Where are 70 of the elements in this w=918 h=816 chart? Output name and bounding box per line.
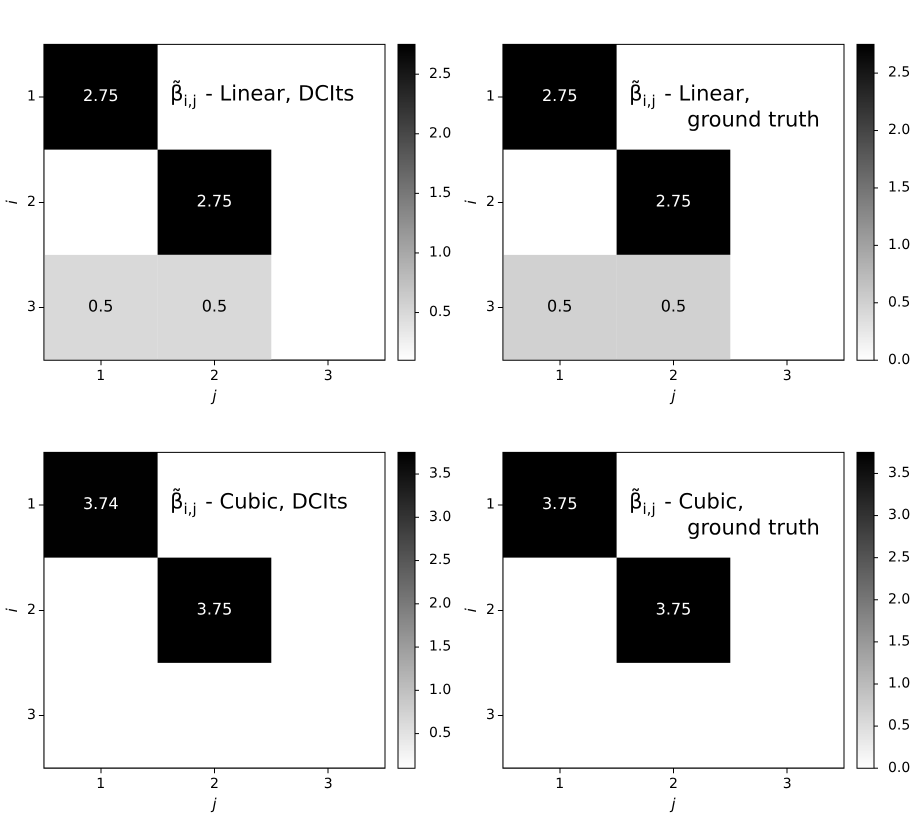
color-bar-label: 1.5 xyxy=(429,638,452,655)
y-tick-label: 1 xyxy=(486,496,495,513)
color-bar-label: 2.0 xyxy=(888,122,910,138)
data-label: 0.5 xyxy=(547,296,572,316)
color-bar-label: 2.0 xyxy=(429,595,452,612)
color-bar-label: 0.5 xyxy=(429,304,452,320)
color-bar-label: 0.0 xyxy=(888,352,910,368)
x-tick-label: 3 xyxy=(324,776,333,792)
y-tick-label: 3 xyxy=(26,707,36,724)
color-bar-label: 0.5 xyxy=(888,718,910,734)
color-bar-label: 0.5 xyxy=(429,725,452,742)
x-tick-label: 2 xyxy=(668,776,678,792)
color-bar-label: 2.5 xyxy=(888,549,910,566)
data-label: 0.5 xyxy=(202,296,228,316)
data-label: 3.75 xyxy=(196,599,232,618)
x-axis-title: j xyxy=(669,794,676,813)
data-label: 0.5 xyxy=(88,296,114,316)
x-axis-title: j xyxy=(210,794,218,813)
y-axis-title: i xyxy=(462,607,480,612)
data-label: 3.74 xyxy=(82,494,119,514)
y-tick-label: 3 xyxy=(486,707,495,724)
x-tick-label: 2 xyxy=(210,776,219,792)
y-tick-label: 2 xyxy=(486,602,495,618)
color-bar-label: 2.5 xyxy=(429,66,452,82)
x-tick-label: 1 xyxy=(555,368,564,384)
y-axis-title: i xyxy=(2,199,21,204)
color-bar-label: 0.0 xyxy=(888,760,910,776)
y-tick-label: 2 xyxy=(26,602,36,618)
color-bar-label: 1.5 xyxy=(429,185,452,202)
x-tick-label: 2 xyxy=(668,368,678,384)
color-bar-label: 0.5 xyxy=(888,294,910,310)
y-tick-label: 1 xyxy=(486,88,495,105)
x-axis-title: j xyxy=(210,386,218,405)
color-bar-label: 1.5 xyxy=(888,180,910,196)
color-bar-label: 1.0 xyxy=(888,676,910,692)
data-label: 2.75 xyxy=(656,191,692,210)
y-tick-label: 2 xyxy=(486,194,495,210)
y-tick-label: 3 xyxy=(26,299,36,316)
color-bar-label: 3.5 xyxy=(888,465,910,482)
color-bar-label: 1.0 xyxy=(888,237,910,254)
x-tick-label: 3 xyxy=(324,368,333,384)
color-bar-label: 2.5 xyxy=(888,64,910,81)
x-tick-label: 2 xyxy=(210,368,219,384)
y-axis-title: i xyxy=(2,607,21,612)
data-label: 3.75 xyxy=(542,494,578,514)
x-tick-label: 1 xyxy=(96,776,106,792)
y-tick-label: 2 xyxy=(26,194,36,210)
x-axis-title: j xyxy=(669,386,676,405)
x-tick-label: 1 xyxy=(96,368,106,384)
color-bar-label: 2.0 xyxy=(888,591,910,608)
x-tick-label: 1 xyxy=(555,776,564,792)
x-tick-label: 3 xyxy=(782,368,792,384)
y-axis-title: i xyxy=(462,199,480,204)
color-bar-label: 3.0 xyxy=(888,507,910,524)
color-bar-label: 1.0 xyxy=(429,244,452,261)
color-bar-label: 2.0 xyxy=(429,125,452,142)
color-bar-label: 1.5 xyxy=(888,634,910,650)
data-label: 2.75 xyxy=(196,191,232,210)
data-label: 2.75 xyxy=(542,86,578,106)
y-tick-label: 1 xyxy=(26,88,36,105)
data-label: 0.5 xyxy=(660,296,686,316)
x-tick-label: 3 xyxy=(782,776,792,792)
color-bar-label: 1.0 xyxy=(429,682,452,698)
data-label: 2.75 xyxy=(82,86,119,106)
y-tick-label: 1 xyxy=(26,496,36,513)
color-bar-label: 2.5 xyxy=(429,552,452,568)
color-bar-label: 3.5 xyxy=(429,466,452,482)
color-bar-label: 3.0 xyxy=(429,508,452,525)
y-tick-label: 3 xyxy=(486,299,495,316)
data-label: 3.75 xyxy=(656,599,692,618)
